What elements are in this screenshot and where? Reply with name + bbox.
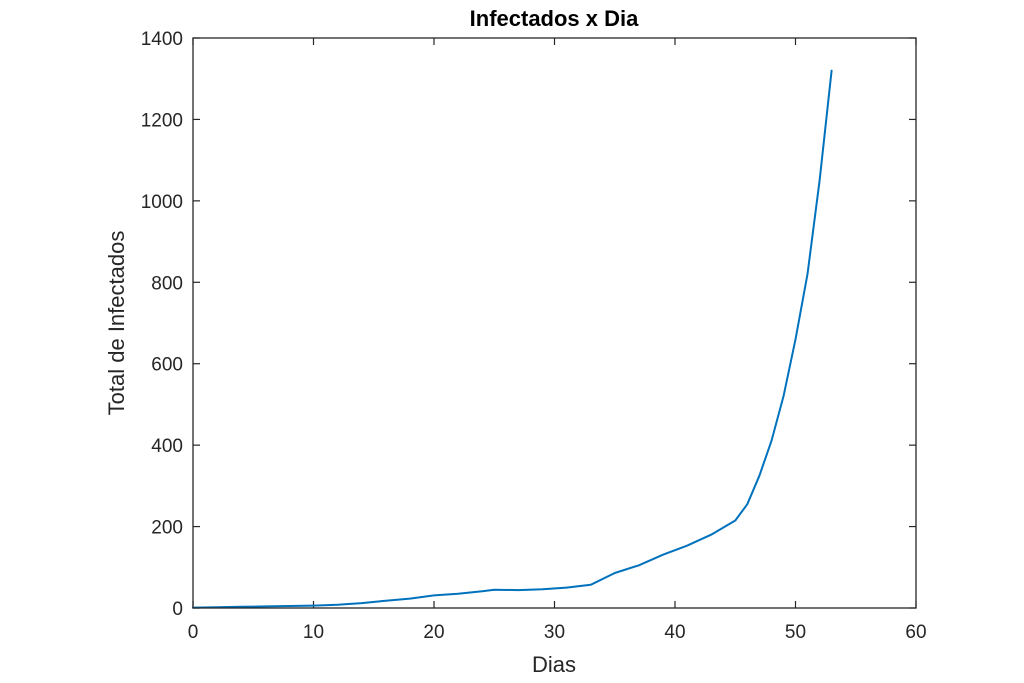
x-tick-label: 0 bbox=[188, 622, 199, 643]
x-tick-label: 50 bbox=[785, 622, 806, 643]
plot-area bbox=[193, 38, 916, 608]
x-tick-label: 40 bbox=[664, 622, 685, 643]
plot-frame bbox=[192, 37, 917, 609]
x-tick-label: 30 bbox=[544, 622, 565, 643]
y-tick-label: 1200 bbox=[141, 110, 183, 131]
y-tick-label: 800 bbox=[151, 273, 183, 294]
x-tick-label: 10 bbox=[303, 622, 324, 643]
series-line bbox=[192, 69, 833, 609]
chart-title: Infectados x Dia bbox=[470, 6, 639, 31]
y-tick-label: 1000 bbox=[141, 192, 183, 213]
y-tick-label: 1400 bbox=[141, 29, 183, 50]
y-tick-label: 600 bbox=[151, 355, 183, 376]
y-axis-label: Total de Infectados bbox=[104, 231, 129, 416]
x-axis-label: Dias bbox=[532, 652, 576, 677]
x-tick-label: 60 bbox=[905, 622, 926, 643]
y-tick-label: 200 bbox=[151, 518, 183, 539]
x-tick-label: 20 bbox=[423, 622, 444, 643]
y-tick-label: 0 bbox=[172, 599, 183, 620]
y-tick-label: 400 bbox=[151, 436, 183, 457]
